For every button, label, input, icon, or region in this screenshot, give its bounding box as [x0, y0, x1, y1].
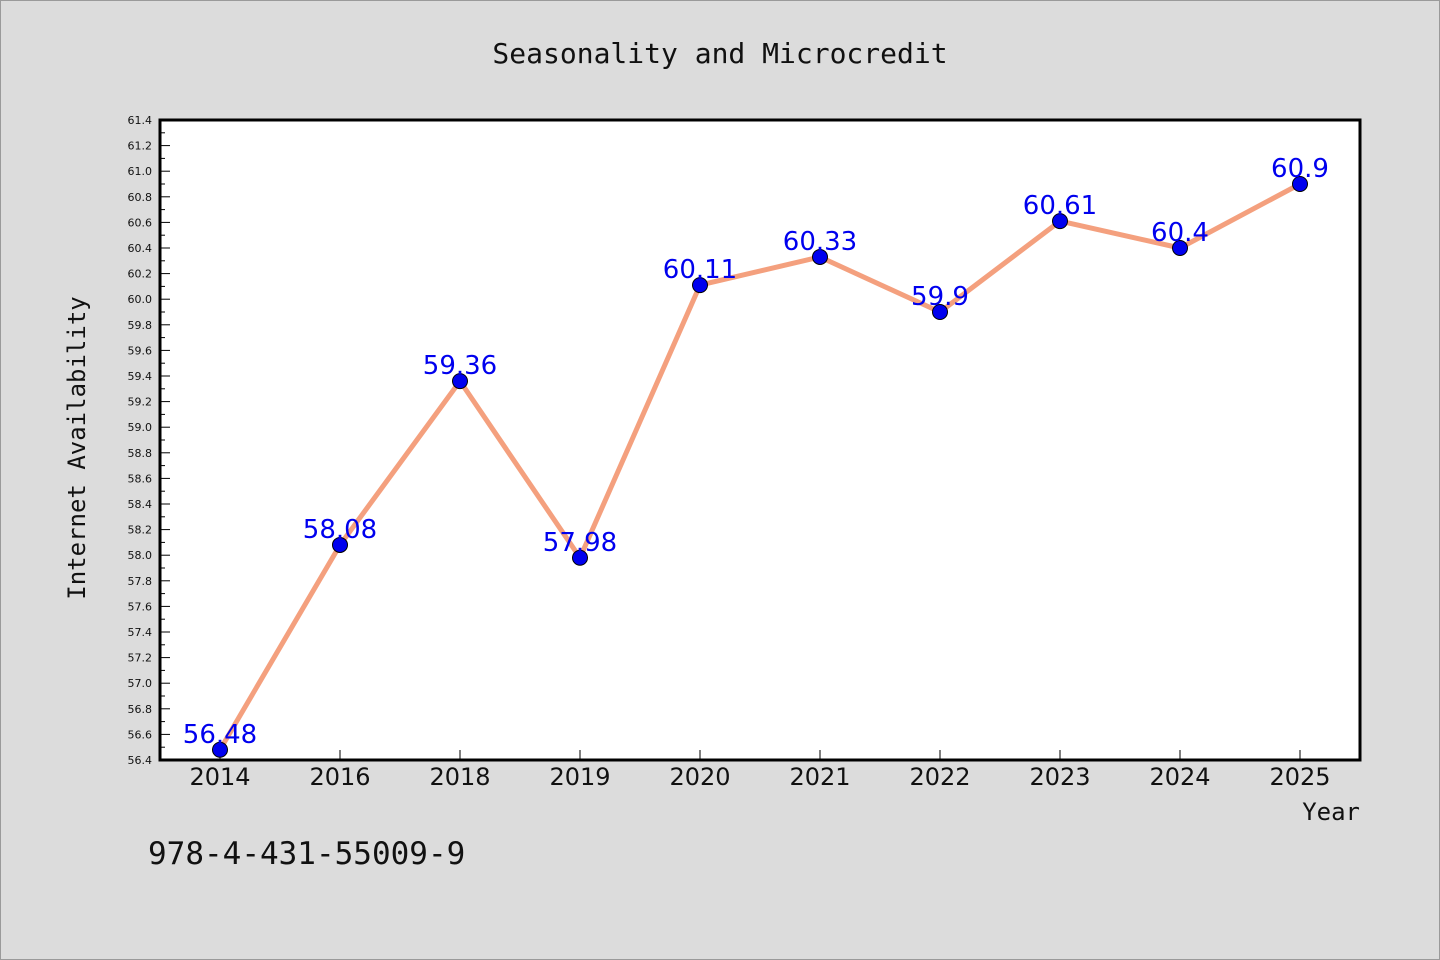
x-tick-label: 2016 — [309, 763, 370, 791]
y-tick-label: 60.8 — [128, 191, 153, 204]
series-line — [217, 181, 1302, 752]
data-label: 58.08 — [303, 515, 377, 545]
x-tick-label: 2025 — [1269, 763, 1330, 791]
x-tick-label: 2020 — [669, 763, 730, 791]
y-axis-label: Internet Availability — [63, 296, 91, 599]
series-path — [217, 181, 1302, 752]
plot-area — [158, 118, 1362, 762]
x-tick-label: 2023 — [1029, 763, 1090, 791]
data-point — [692, 277, 708, 294]
data-label: 59.9 — [911, 282, 969, 312]
y-tick-label: 57.4 — [128, 626, 153, 639]
data-point — [452, 373, 468, 390]
isbn-text: 978-4-431-55009-9 — [148, 836, 466, 872]
data-point — [812, 248, 828, 265]
x-axis-ticks: 2014 2016 2018 2019 2020 2021 2022 2023 2024 2025 — [189, 750, 1331, 791]
data-point — [212, 741, 228, 758]
y-tick-label: 61.4 — [128, 114, 153, 127]
data-label: 60.11 — [663, 255, 737, 285]
x-axis-label: Year — [1302, 798, 1360, 826]
y-tick-label: 58.0 — [128, 549, 153, 562]
y-tick-label: 58.6 — [128, 472, 153, 485]
y-tick-label: 60.4 — [128, 242, 153, 255]
data-label: 60.61 — [1023, 191, 1097, 221]
y-tick-label: 58.2 — [128, 524, 153, 537]
y-tick-label: 59.0 — [128, 421, 153, 434]
y-tick-label: 59.6 — [128, 344, 153, 357]
data-point — [1052, 213, 1068, 230]
data-label: 56.48 — [183, 720, 257, 750]
data-label: 60.33 — [783, 227, 857, 257]
x-tick-label: 2019 — [549, 763, 610, 791]
y-axis-ticks: 56.4 56.6 56.8 57.0 57.2 57.4 57.6 57.8 58.0 58.2… — [128, 114, 170, 767]
y-tick-label: 56.8 — [128, 703, 153, 716]
x-tick-label: 2021 — [789, 763, 850, 791]
y-tick-label: 61.2 — [128, 140, 153, 153]
y-tick-label: 59.4 — [128, 370, 153, 383]
data-label: 60.9 — [1271, 154, 1329, 184]
y-tick-label: 59.8 — [128, 319, 153, 332]
data-point — [332, 536, 348, 553]
x-tick-label: 2018 — [429, 763, 490, 791]
y-tick-label: 61.0 — [128, 165, 153, 178]
y-tick-label: 60.6 — [128, 216, 153, 229]
y-tick-label: 59.2 — [128, 396, 153, 409]
y-tick-label: 58.4 — [128, 498, 153, 511]
y-tick-label: 57.0 — [128, 677, 153, 690]
x-tick-label: 2024 — [1149, 763, 1210, 791]
y-tick-label: 60.2 — [128, 268, 153, 281]
y-tick-label: 57.6 — [128, 600, 153, 613]
data-point — [572, 549, 588, 566]
x-tick-label: 2014 — [189, 763, 250, 791]
data-point — [932, 304, 948, 320]
data-point — [1172, 240, 1188, 256]
y-tick-label: 56.6 — [128, 728, 153, 741]
x-tick-label: 2022 — [909, 763, 970, 791]
y-tick-label: 60.0 — [128, 293, 153, 306]
data-label: 59.36 — [423, 351, 497, 381]
data-labels: 56.48 58.08 59.36 57.98 60.11 60.33 59.9 60.61 6… — [183, 154, 1329, 750]
y-tick-label: 57.2 — [128, 652, 153, 665]
data-point — [1292, 176, 1308, 192]
y-tick-label: 57.8 — [128, 575, 153, 588]
data-label: 57.98 — [543, 528, 617, 558]
y-tick-label: 56.4 — [128, 754, 153, 767]
chart-title: Seasonality and Microcredit — [492, 37, 947, 70]
series-points — [212, 176, 1308, 758]
y-tick-label: 58.8 — [128, 447, 153, 460]
data-label: 60.4 — [1151, 218, 1209, 248]
